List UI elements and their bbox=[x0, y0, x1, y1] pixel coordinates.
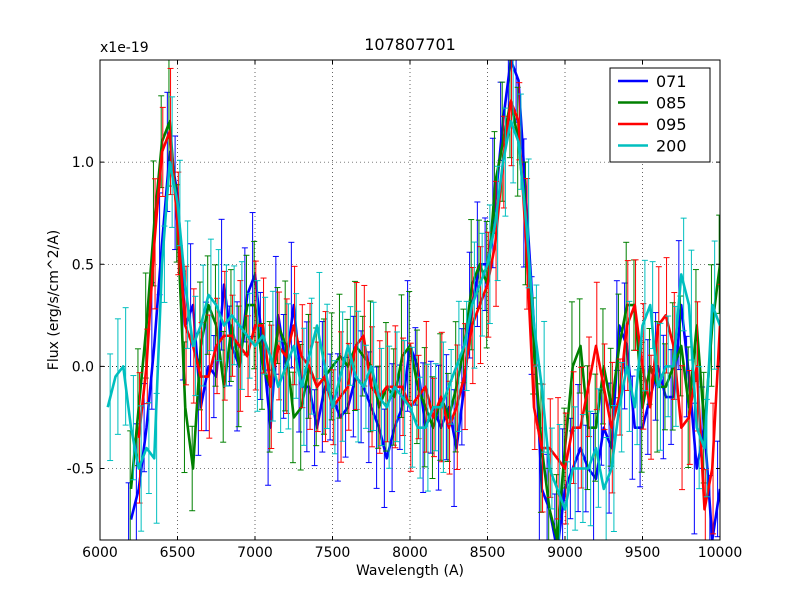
x-tick-label: 6500 bbox=[160, 545, 196, 561]
axis-ticks: 6000 6500 7000 7500 8000 8500 9000 9500 10000 -0.… bbox=[67, 60, 743, 561]
series-095 bbox=[136, 60, 720, 540]
x-tick-label: 7500 bbox=[315, 545, 351, 561]
y-tick-label: 1.0 bbox=[72, 155, 94, 171]
series-200 bbox=[106, 60, 720, 540]
legend-label-071: 071 bbox=[656, 72, 687, 91]
y-multiplier-label: x1e-19 bbox=[100, 40, 149, 56]
y-tick-label: 0.5 bbox=[72, 257, 94, 273]
y-axis-label: Flux (erg/s/cm^2/A) bbox=[46, 230, 62, 370]
x-tick-label: 9000 bbox=[547, 545, 583, 561]
legend: 071 085 095 200 bbox=[609, 67, 711, 163]
legend-label-095: 095 bbox=[656, 115, 687, 134]
x-tick-label: 7000 bbox=[237, 545, 273, 561]
x-tick-label: 9500 bbox=[625, 545, 661, 561]
x-tick-label: 8500 bbox=[470, 545, 506, 561]
x-tick-label: 8000 bbox=[392, 545, 428, 561]
series-line-200 bbox=[106, 119, 720, 511]
y-tick-label: 0.0 bbox=[72, 359, 94, 375]
data-series-group bbox=[106, 60, 720, 540]
y-tick-label: -0.5 bbox=[67, 462, 94, 478]
series-line-095 bbox=[137, 99, 720, 511]
x-tick-label: 6000 bbox=[82, 545, 118, 561]
legend-label-200: 200 bbox=[656, 137, 687, 156]
series-line-085 bbox=[129, 99, 720, 540]
legend-label-085: 085 bbox=[656, 94, 687, 113]
x-tick-label: 10000 bbox=[698, 545, 743, 561]
x-axis-label: Wavelength (A) bbox=[356, 563, 464, 579]
chart-title: 107807701 bbox=[364, 35, 456, 54]
